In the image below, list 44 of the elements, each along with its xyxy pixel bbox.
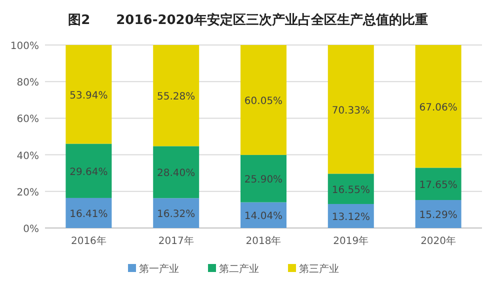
data-label: 53.94% [70, 90, 108, 102]
legend-label: 第一产业 [139, 263, 179, 275]
y-tick-label: 100% [10, 41, 39, 52]
data-label: 29.64% [70, 166, 108, 178]
data-label: 13.12% [332, 212, 370, 223]
bar [415, 200, 462, 228]
y-tick-label: 80% [16, 78, 39, 89]
bar [328, 204, 374, 228]
bar [415, 168, 462, 200]
y-tick-label: 40% [16, 150, 39, 162]
data-label: 14.04% [244, 211, 283, 222]
data-label: 16.55% [332, 184, 370, 196]
data-label: 16.41% [70, 208, 108, 220]
bar [66, 198, 112, 228]
x-tick-label: 2018年 [246, 235, 282, 247]
data-label: 55.28% [157, 92, 196, 103]
chart-title: 图2 2016-2020年安定区三次产业占全区生产总值的比重 [68, 12, 428, 28]
data-label: 15.29% [419, 210, 458, 222]
legend-label: 第三产业 [299, 263, 339, 275]
data-label: 28.40% [157, 168, 196, 180]
legend-label: 第二产业 [219, 263, 259, 275]
bar [328, 174, 374, 204]
data-label: 16.32% [157, 209, 196, 220]
x-tick-label: 2017年 [158, 235, 194, 247]
data-label: 67.06% [419, 102, 458, 114]
bar [66, 144, 112, 198]
bar [153, 146, 200, 198]
data-label: 25.90% [244, 174, 283, 186]
x-tick-label: 2020年 [420, 235, 456, 247]
y-tick-label: 20% [16, 187, 39, 198]
bar [66, 45, 112, 144]
bar [328, 45, 374, 174]
data-label: 70.33% [332, 105, 370, 116]
y-tick-label: 0% [23, 224, 39, 235]
bar [415, 45, 462, 168]
bar [153, 45, 200, 146]
bar [240, 45, 286, 155]
y-tick-label: 60% [16, 114, 39, 126]
x-tick-label: 2019年 [333, 235, 369, 247]
bar [240, 154, 286, 202]
data-label: 17.65% [419, 180, 458, 191]
data-label: 60.05% [244, 96, 283, 107]
x-tick-label: 2016年 [70, 235, 106, 247]
bar [153, 198, 200, 228]
